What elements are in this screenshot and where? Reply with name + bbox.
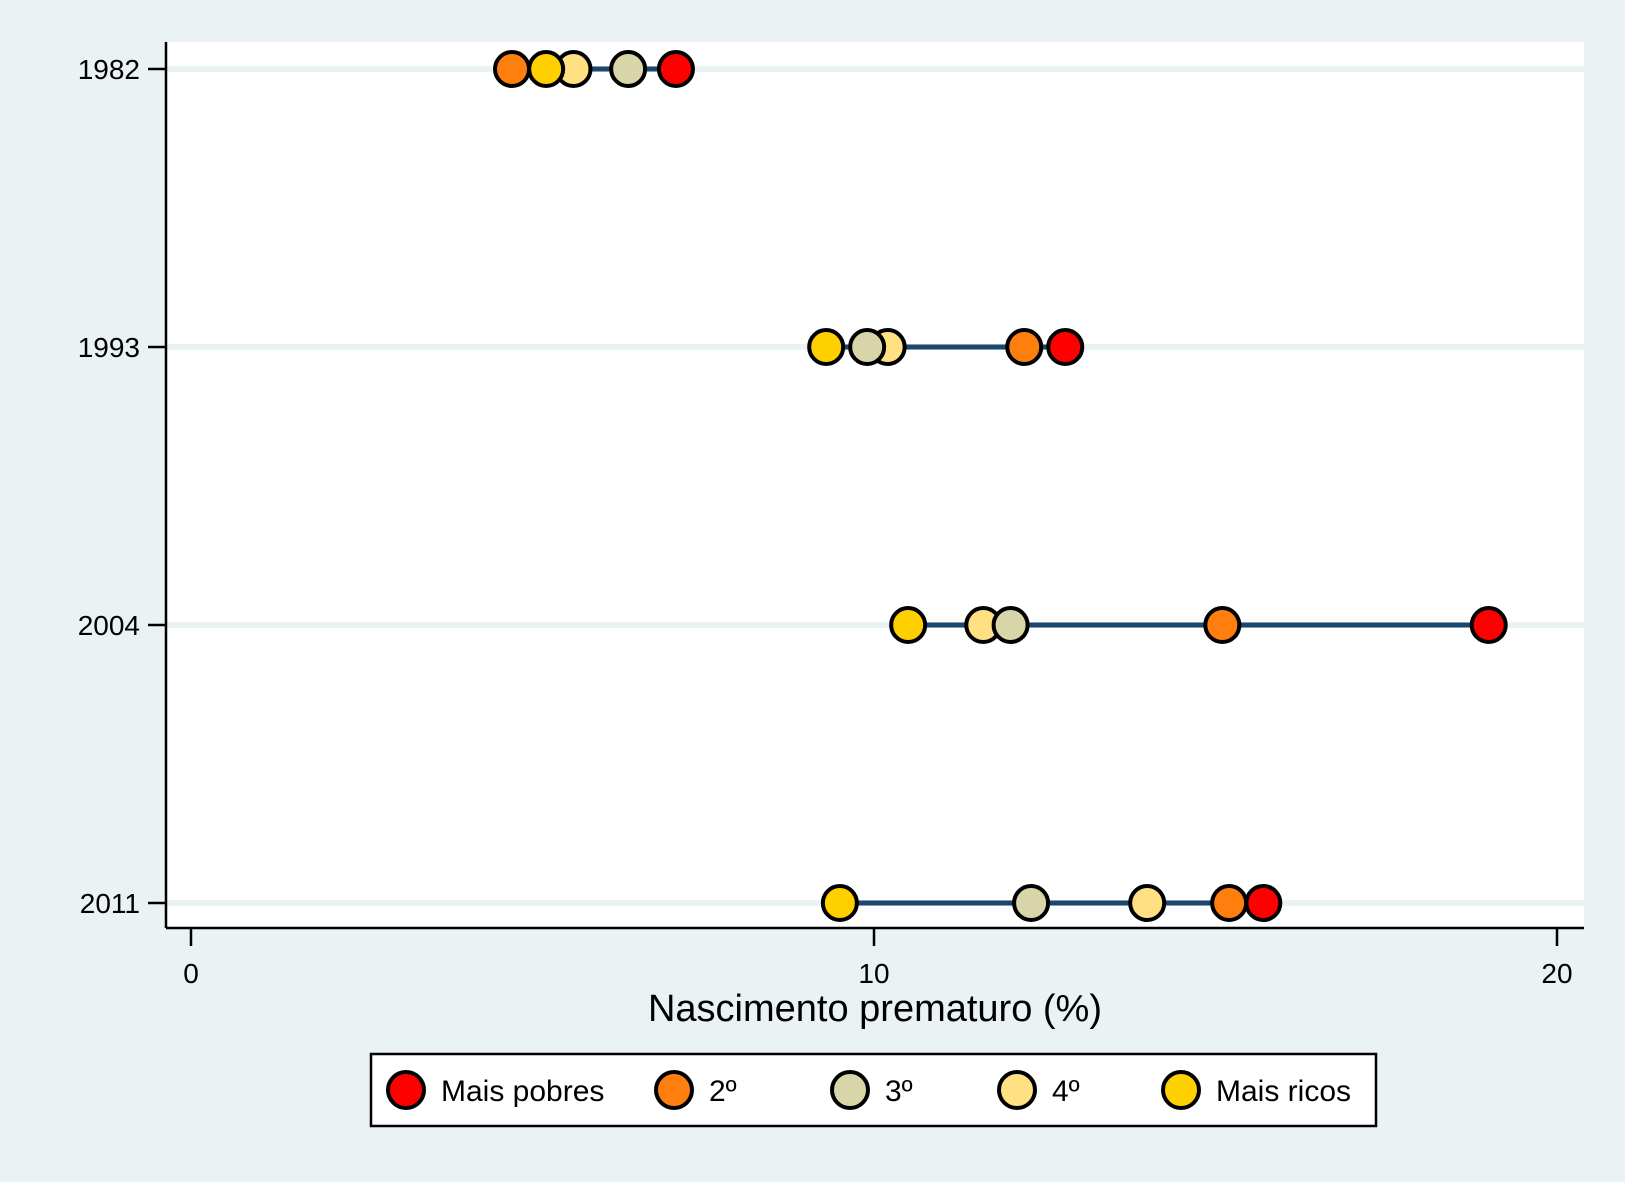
x-tick-label-0: 0 [183,958,199,989]
y-tick-label-1982: 1982 [78,54,140,85]
point-1993-series-3 [848,328,887,366]
point-2004-series-5 [889,606,928,644]
x-tick-label-20: 20 [1541,958,1572,989]
point-1982-series-2 [493,50,532,88]
plot-area [166,42,1584,927]
point-2011-series-5 [820,884,859,922]
y-tick-label-2004: 2004 [78,610,140,641]
legend-label-series-5: Mais ricos [1216,1075,1351,1108]
x-ticks: 0 10 20 [183,928,1573,989]
point-1982-series-5 [527,50,566,88]
point-1982-series-1 [656,50,695,88]
point-2011-series-2 [1210,884,1249,922]
data-points [493,50,1508,922]
point-2011-series-1 [1244,884,1283,922]
point-2011-series-4 [1128,884,1167,922]
legend-box [369,1052,1378,1128]
legend-label-series-1: Mais pobres [441,1075,604,1108]
point-1993-series-2 [1005,328,1044,366]
legend-label-series-4: 4º [1052,1075,1080,1108]
y-tick-label-2011: 2011 [80,888,140,919]
point-1993-series-5 [807,328,846,366]
point-1982-series-3 [609,50,648,88]
x-tick-label-10: 10 [858,958,889,989]
legend-marker-series-2 [654,1070,694,1110]
legend-marker-series-1 [386,1070,426,1110]
legend-marker-series-4 [997,1070,1037,1110]
legend-marker-series-5 [1161,1070,1201,1110]
point-2004-series-1 [1469,606,1508,644]
legend-label-series-3: 3º [885,1075,913,1108]
y-tick-label-1993: 1993 [78,332,140,363]
point-1993-series-1 [1046,328,1085,366]
point-2004-series-3 [991,606,1030,644]
x-axis-title: Nascimento prematuro (%) [648,988,1102,1030]
point-2011-series-3 [1012,884,1051,922]
legend-marker-series-3 [830,1070,870,1110]
point-2004-series-2 [1203,606,1242,644]
y-ticks: 1982 1993 2004 2011 [78,54,166,919]
legend-label-series-2: 2º [709,1075,737,1108]
legend: Mais pobres 2º 3º 4º Mais ricos [369,1052,1378,1128]
